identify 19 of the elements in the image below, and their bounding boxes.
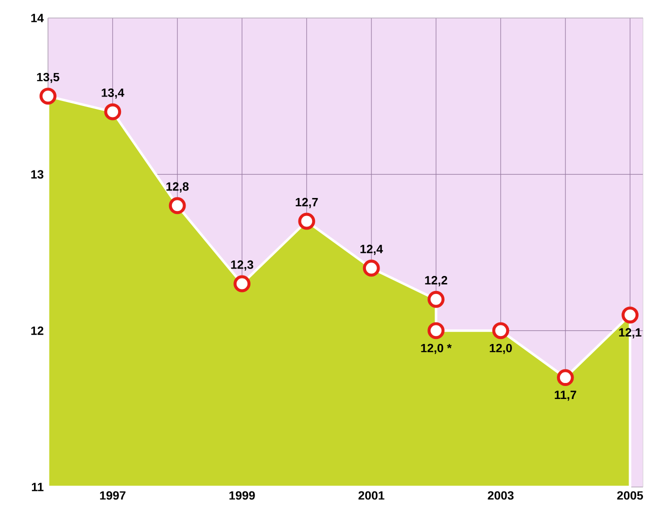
data-label: 12,0 * (421, 344, 452, 354)
data-label: 12,8 (166, 182, 189, 192)
y-tick-label: 13 (31, 170, 44, 179)
data-label: 12,7 (296, 198, 318, 208)
x-tick-label: 2003 (488, 491, 514, 500)
data-label: 13,5 (37, 72, 60, 84)
x-tick-label: 1999 (229, 491, 255, 500)
y-tick-label: 12 (31, 326, 44, 335)
y-tick-label: 14 (31, 14, 44, 22)
data-label: 12,4 (360, 244, 383, 255)
x-tick-label: 1997 (100, 491, 126, 500)
data-label: 12,0 (490, 344, 512, 354)
y-tick-label: 11 (32, 482, 44, 492)
data-label: 13,4 (102, 88, 124, 99)
data-label: 12,3 (231, 260, 254, 271)
data-label: 12,2 (425, 276, 448, 286)
x-tick-label: 2005 (617, 491, 644, 500)
x-tick-label: 2001 (358, 491, 384, 500)
data-label: 11,7 (554, 390, 576, 401)
